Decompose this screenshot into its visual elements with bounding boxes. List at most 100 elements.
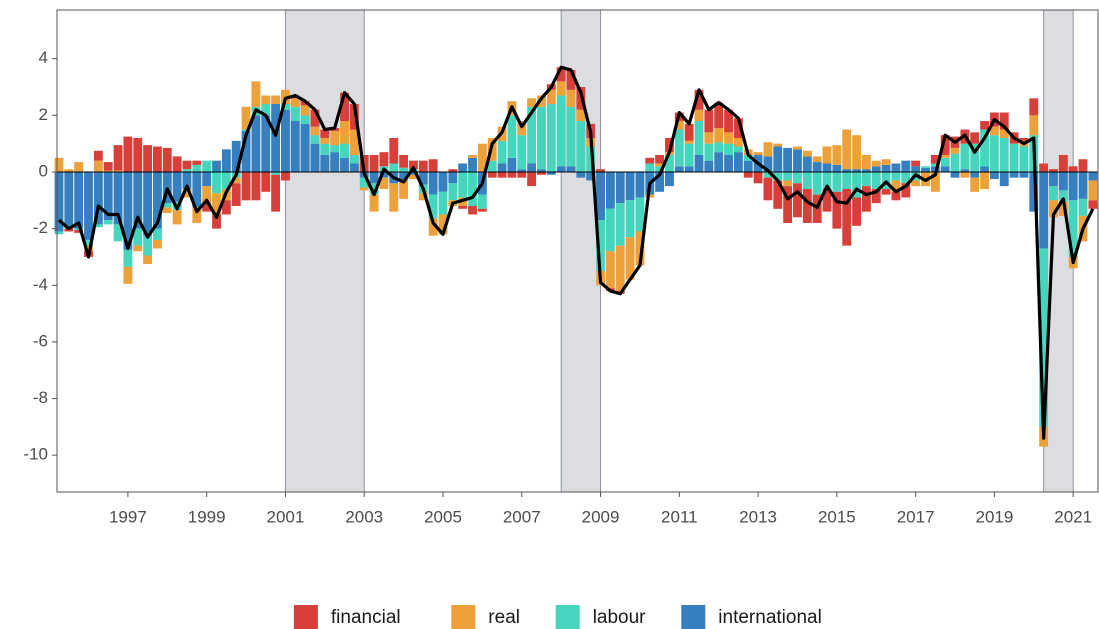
- bar: [537, 95, 546, 107]
- bar: [458, 171, 468, 198]
- bar: [793, 146, 802, 150]
- bar: [1039, 163, 1049, 172]
- bar: [999, 138, 1009, 172]
- bar: [645, 163, 655, 172]
- bar: [773, 171, 783, 181]
- bar: [153, 239, 162, 249]
- bar: [911, 180, 921, 187]
- bar: [221, 149, 231, 172]
- bar: [93, 171, 103, 225]
- bar: [625, 200, 635, 238]
- bar: [438, 171, 448, 192]
- bar: [871, 171, 881, 189]
- bar: [182, 171, 192, 189]
- bar: [970, 143, 980, 172]
- bar: [763, 156, 773, 172]
- bar: [172, 210, 182, 225]
- bar: [399, 154, 409, 168]
- bar: [103, 220, 113, 225]
- x-tick-label: 2007: [503, 507, 541, 526]
- bar: [753, 152, 763, 155]
- bar: [202, 186, 212, 204]
- bar: [153, 146, 162, 172]
- bar: [655, 154, 665, 164]
- bar: [596, 220, 605, 272]
- bar: [999, 112, 1009, 130]
- bar: [428, 171, 438, 195]
- bar: [546, 104, 556, 172]
- bar: [822, 163, 832, 172]
- x-tick-label: 2005: [424, 507, 462, 526]
- bar: [763, 171, 773, 178]
- bar: [645, 157, 655, 164]
- bar: [1049, 186, 1058, 201]
- bar: [349, 129, 359, 155]
- bar: [989, 126, 999, 136]
- bar: [330, 152, 340, 172]
- legend-label: international: [718, 607, 822, 628]
- bar: [281, 109, 290, 172]
- legend-label: real: [488, 607, 520, 628]
- bar: [1078, 159, 1088, 172]
- bar: [1088, 171, 1098, 181]
- bar: [113, 170, 123, 172]
- bar: [694, 109, 704, 122]
- bar: [733, 138, 743, 147]
- bar: [911, 160, 921, 167]
- bar: [901, 160, 911, 172]
- bar: [655, 163, 665, 167]
- bar: [1058, 154, 1068, 172]
- bar: [576, 171, 586, 178]
- bar: [320, 143, 330, 155]
- bar: [704, 160, 714, 172]
- bar: [369, 171, 379, 184]
- bar: [940, 157, 950, 167]
- bar: [743, 160, 753, 172]
- bar: [330, 145, 340, 153]
- bar: [428, 159, 438, 172]
- bar: [793, 149, 802, 172]
- y-tick-label: 2: [39, 105, 48, 124]
- bar: [231, 140, 241, 172]
- bar: [497, 171, 507, 178]
- x-tick-label: 2019: [975, 507, 1013, 526]
- bar: [399, 167, 409, 172]
- bar: [832, 145, 842, 165]
- bar: [733, 152, 743, 172]
- bar: [448, 169, 458, 172]
- bar: [153, 171, 162, 229]
- bar: [261, 95, 271, 105]
- bar: [1058, 190, 1068, 202]
- bar: [64, 171, 74, 226]
- bar: [793, 183, 802, 218]
- bar: [694, 121, 704, 155]
- bar: [596, 169, 605, 172]
- bar: [182, 160, 192, 170]
- bar: [674, 121, 684, 130]
- bar: [103, 170, 113, 172]
- bar: [635, 231, 645, 266]
- bar: [566, 166, 576, 172]
- bar: [625, 171, 635, 201]
- bar: [852, 197, 861, 226]
- bar: [733, 146, 743, 153]
- x-tick-label: 1999: [188, 507, 226, 526]
- bar: [960, 169, 970, 172]
- bar: [852, 171, 861, 198]
- bar: [212, 214, 221, 229]
- bar: [783, 171, 793, 181]
- bar: [881, 188, 891, 195]
- bar: [271, 171, 281, 175]
- bar: [271, 95, 281, 105]
- bar: [517, 169, 527, 172]
- bar: [596, 171, 605, 221]
- bar: [1068, 166, 1078, 172]
- bar: [409, 160, 418, 170]
- bar: [369, 154, 379, 172]
- bar: [891, 180, 901, 192]
- bar: [261, 115, 271, 172]
- bar: [802, 188, 812, 223]
- x-tick-label: 2001: [267, 507, 305, 526]
- bar: [537, 169, 546, 172]
- bar: [901, 183, 911, 198]
